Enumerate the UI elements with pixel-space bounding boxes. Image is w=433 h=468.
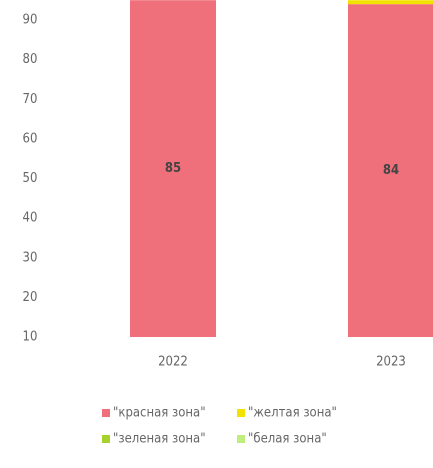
legend-label: "желтая зона": [248, 406, 337, 421]
legend-marker: [102, 435, 110, 443]
legend-marker: [102, 409, 110, 417]
data-label: 84: [383, 163, 399, 178]
legend-label: "красная зона": [113, 406, 206, 421]
legend-label: "зеленая зона": [113, 432, 206, 447]
y-tick-label: 90: [23, 13, 38, 28]
y-tick-label: 30: [23, 250, 38, 265]
y-tick-label: 10: [23, 330, 38, 345]
legend-marker: [237, 409, 245, 417]
bar-segment: [130, 0, 216, 337]
x-tick-label: 2023: [376, 355, 406, 370]
legend-marker: [237, 435, 245, 443]
y-tick-label: 50: [23, 171, 38, 186]
data-label: 85: [165, 161, 181, 176]
y-tick-label: 40: [23, 211, 38, 226]
bar-segment: [348, 4, 433, 338]
bar-segment: [348, 0, 433, 5]
y-tick-label: 80: [23, 52, 38, 67]
y-tick-label: 70: [23, 92, 38, 107]
y-tick-label: 60: [23, 131, 38, 146]
legend-label: "белая зона": [248, 432, 327, 447]
y-tick-label: 20: [23, 290, 38, 305]
x-tick-label: 2022: [158, 355, 188, 370]
